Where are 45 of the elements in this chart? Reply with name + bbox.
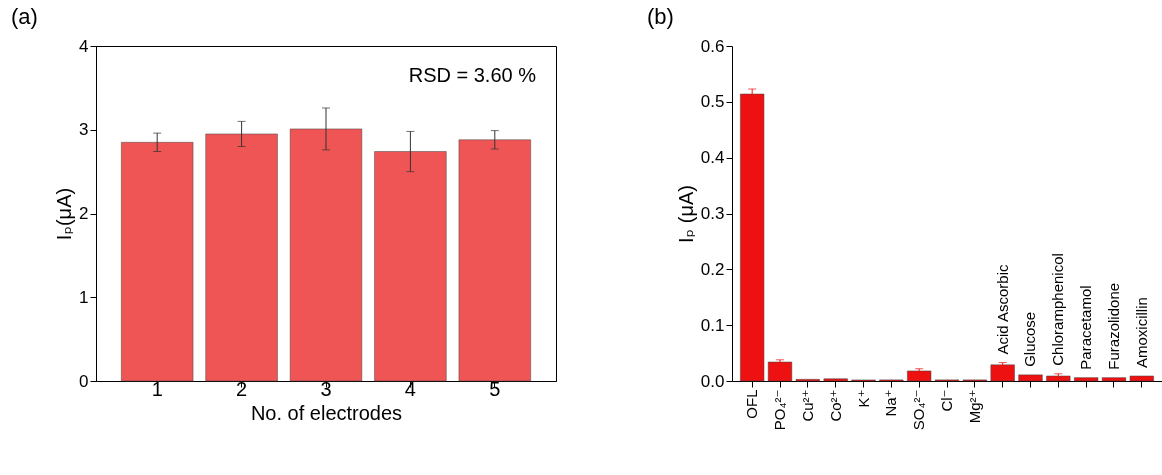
bar	[767, 361, 793, 382]
x-axis-title: No. of electrodes	[250, 401, 403, 424]
x-tick-label: K⁺	[854, 389, 872, 408]
y-tick-label: 0.6	[700, 36, 725, 56]
bar	[1074, 377, 1099, 382]
y-tick-label: 4	[79, 36, 89, 56]
y-axis-title: Iₚ (μA)	[674, 185, 697, 243]
x-tick-label: SO₄²⁻	[910, 389, 928, 431]
x-tick-label: Paracetamol	[1077, 285, 1095, 370]
y-tick-label: 0	[79, 371, 89, 391]
x-tick-label: Na⁺	[882, 389, 900, 417]
x-tick-label: Mg²⁺	[965, 389, 983, 424]
bar	[1046, 375, 1071, 382]
y-tick-label: 0.2	[700, 259, 725, 279]
x-tick-label: Co²⁺	[826, 389, 844, 422]
annotation: RSD = 3.60 %	[408, 64, 537, 86]
bar	[1101, 377, 1127, 382]
chart-title: (a)	[11, 4, 38, 29]
y-tick-label: 0.1	[700, 315, 725, 335]
x-tick-label: Cu²⁺	[798, 389, 816, 422]
x-tick-label: 3	[320, 377, 332, 400]
y-tick-label: 0.0	[700, 371, 725, 391]
x-tick-label: Cl⁻	[938, 389, 955, 412]
y-tick-label: 0.5	[700, 92, 725, 112]
x-tick-label: Glucose	[1021, 311, 1039, 367]
x-tick-label: Furazolidone	[1104, 282, 1122, 370]
x-tick-label: Amoxicillin	[1132, 297, 1150, 368]
x-tick-label: OFL	[743, 389, 761, 419]
x-tick-label: 2	[236, 377, 248, 400]
y-tick-label: 3	[79, 120, 89, 140]
bar	[1129, 375, 1154, 382]
x-tick-label: Acid Ascorbic	[993, 264, 1011, 355]
bar	[990, 364, 1015, 382]
y-tick-label: 2	[79, 204, 89, 223]
chart-title: (b)	[647, 4, 674, 29]
y-tick-label: 0.4	[700, 148, 725, 168]
x-tick-label: PO₄²⁻	[771, 389, 789, 431]
x-tick-label: Chloramphenicol	[1049, 253, 1067, 366]
bar	[823, 378, 848, 382]
bar	[907, 370, 932, 382]
bar	[740, 93, 765, 382]
y-axis-title: Iₚ(μA)	[53, 187, 76, 241]
x-tick-label: 5	[489, 377, 501, 400]
y-tick-label: 0.3	[700, 204, 725, 223]
bar	[1018, 374, 1043, 382]
